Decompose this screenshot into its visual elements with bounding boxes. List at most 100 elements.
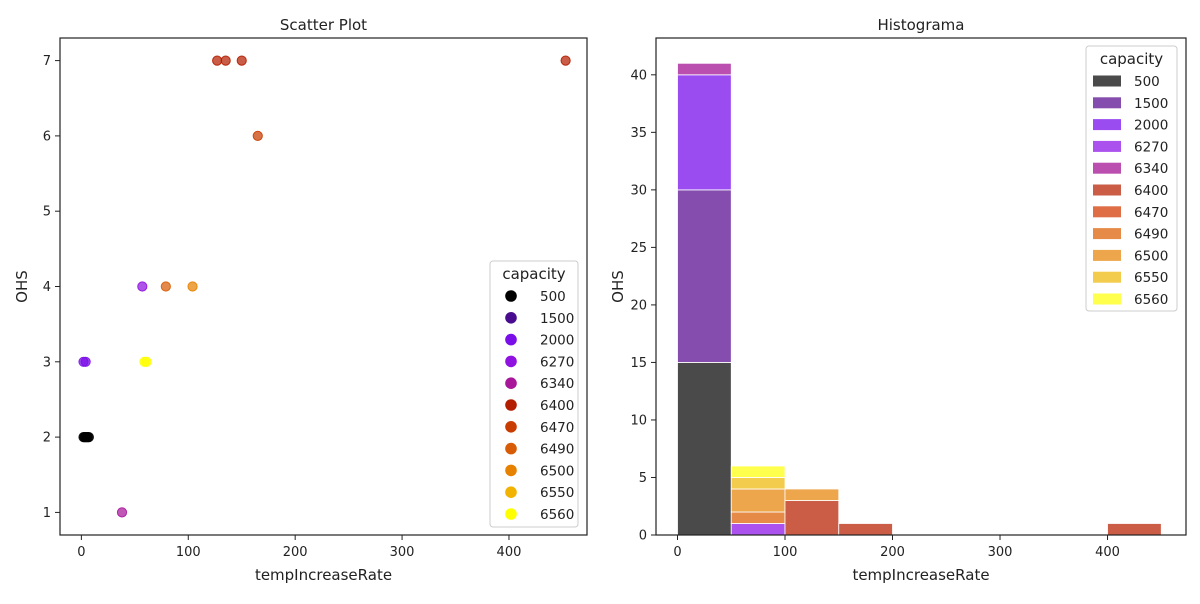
scatter-point	[212, 55, 223, 66]
legend-label: 6550	[540, 485, 574, 501]
scatter-point	[83, 432, 94, 443]
legend-label: 6400	[540, 398, 574, 414]
histogram-bar-segment	[730, 523, 786, 536]
legend-label: 500	[540, 289, 566, 305]
legend-swatch	[1093, 97, 1121, 109]
legend: capacity 500 1500 2000 6270 6340 6400 6470 6490 6…	[1085, 45, 1178, 312]
scatter-point	[160, 281, 171, 292]
legend-label: 6490	[540, 442, 574, 458]
chart-title: Scatter Plot	[280, 16, 367, 34]
axes-frame	[59, 37, 588, 536]
histogram-bar-segment	[1107, 523, 1162, 536]
legend-label: 500	[1134, 74, 1160, 90]
legend-label: 1500	[1134, 96, 1168, 112]
scatter-point	[560, 55, 571, 66]
histogram-bar-segment	[677, 362, 732, 536]
legend-label: 2000	[1134, 118, 1168, 134]
x-tick-label: 100	[773, 545, 798, 560]
histogram-bars	[677, 62, 1162, 536]
y-tick-label: 3	[43, 355, 51, 370]
legend-swatch	[1093, 119, 1121, 131]
legend-swatch	[1093, 75, 1121, 87]
legend: capacity 500 1500 2000 6270 6340 6400 6470 6490 6…	[489, 260, 579, 528]
scatter-point	[80, 356, 91, 367]
scatter-point	[116, 507, 128, 518]
legend-title: capacity	[1100, 50, 1163, 68]
y-axis-title: OHS	[609, 270, 627, 303]
histogram-bar-segment	[730, 488, 786, 513]
y-tick-label: 1	[43, 506, 51, 521]
legend-label: 6500	[1134, 248, 1168, 264]
histogram-bar-segment	[677, 62, 732, 76]
legend-marker	[505, 421, 517, 433]
x-tick-label: 0	[673, 545, 681, 560]
y-tick-label: 5	[639, 471, 647, 486]
legend-label: 6500	[540, 463, 574, 479]
legend-marker	[505, 464, 517, 477]
x-tick-label: 100	[176, 545, 201, 560]
scatter-plot-panel: 0 100 200 300 400 1 2 3 4 5 6 7 Scatter Plot tempIncr…	[13, 16, 588, 584]
legend-marker	[505, 355, 517, 368]
y-tick-label: 15	[630, 356, 647, 371]
x-tick-label: 400	[1095, 545, 1120, 560]
y-tick-label: 30	[630, 183, 647, 198]
y-axis-title: OHS	[13, 270, 31, 303]
x-tick-label: 300	[390, 545, 415, 560]
y-tick-label: 6	[43, 129, 51, 144]
legend-label: 6270	[540, 354, 574, 370]
legend-marker	[505, 399, 517, 411]
legend-marker	[505, 312, 517, 324]
legend-label: 6560	[1134, 292, 1168, 308]
histogram-bar-segment	[730, 511, 786, 524]
legend-swatch	[1093, 293, 1121, 305]
scatter-points	[78, 55, 571, 518]
legend-label: 6340	[540, 376, 574, 392]
y-tick-label: 35	[630, 126, 647, 141]
scatter-point	[137, 281, 148, 292]
histogram-bar-segment	[730, 477, 786, 490]
legend-label: 6270	[1134, 139, 1168, 155]
legend-label: 1500	[540, 311, 574, 327]
x-tick-label: 400	[497, 545, 522, 560]
legend-label: 2000	[540, 333, 574, 349]
y-tick-label: 40	[630, 68, 647, 83]
histogram-bar-segment	[677, 74, 732, 191]
histogram-bar-segment	[784, 500, 840, 536]
legend-swatch	[1093, 184, 1121, 196]
histogram-bar-segment	[838, 523, 893, 536]
legend-marker	[505, 377, 517, 390]
legend-swatch	[1093, 140, 1121, 152]
histogram-panel: 0 100 200 300 400 0 5 10 15 20 25 30 35 40 Histograma t…	[609, 16, 1187, 584]
x-tick-label: 300	[988, 545, 1013, 560]
x-tick-label: 200	[283, 545, 308, 560]
histogram-bar-segment	[677, 189, 732, 363]
x-tick-label: 0	[77, 545, 85, 560]
scatter-point	[187, 281, 198, 292]
legend-frame	[489, 260, 579, 528]
scatter-point	[141, 356, 152, 367]
legend-swatch	[1093, 249, 1121, 261]
y-tick-label: 4	[43, 280, 51, 295]
legend-label: 6490	[1134, 227, 1168, 243]
legend-marker	[505, 333, 517, 346]
legend-swatch	[1093, 206, 1121, 218]
y-tick-label: 25	[630, 241, 647, 256]
legend-marker	[505, 486, 517, 499]
legend-label: 6400	[1134, 183, 1168, 199]
y-tick-label: 7	[43, 54, 51, 69]
legend-label: 6340	[1134, 161, 1168, 177]
y-tick-label: 0	[639, 529, 647, 544]
x-tick-label: 200	[880, 545, 905, 560]
legend-label: 6550	[1134, 270, 1168, 286]
legend-label: 6470	[540, 420, 574, 436]
legend-marker	[505, 508, 517, 520]
legend-swatch	[1093, 162, 1121, 174]
y-tick-label: 10	[630, 413, 647, 428]
legend-swatch	[1093, 228, 1121, 240]
histogram-bar-segment	[784, 488, 840, 501]
legend-label: 6560	[540, 507, 574, 523]
legend-swatch	[1093, 271, 1121, 283]
scatter-point	[252, 130, 263, 141]
histogram-bar-segment	[730, 465, 786, 478]
